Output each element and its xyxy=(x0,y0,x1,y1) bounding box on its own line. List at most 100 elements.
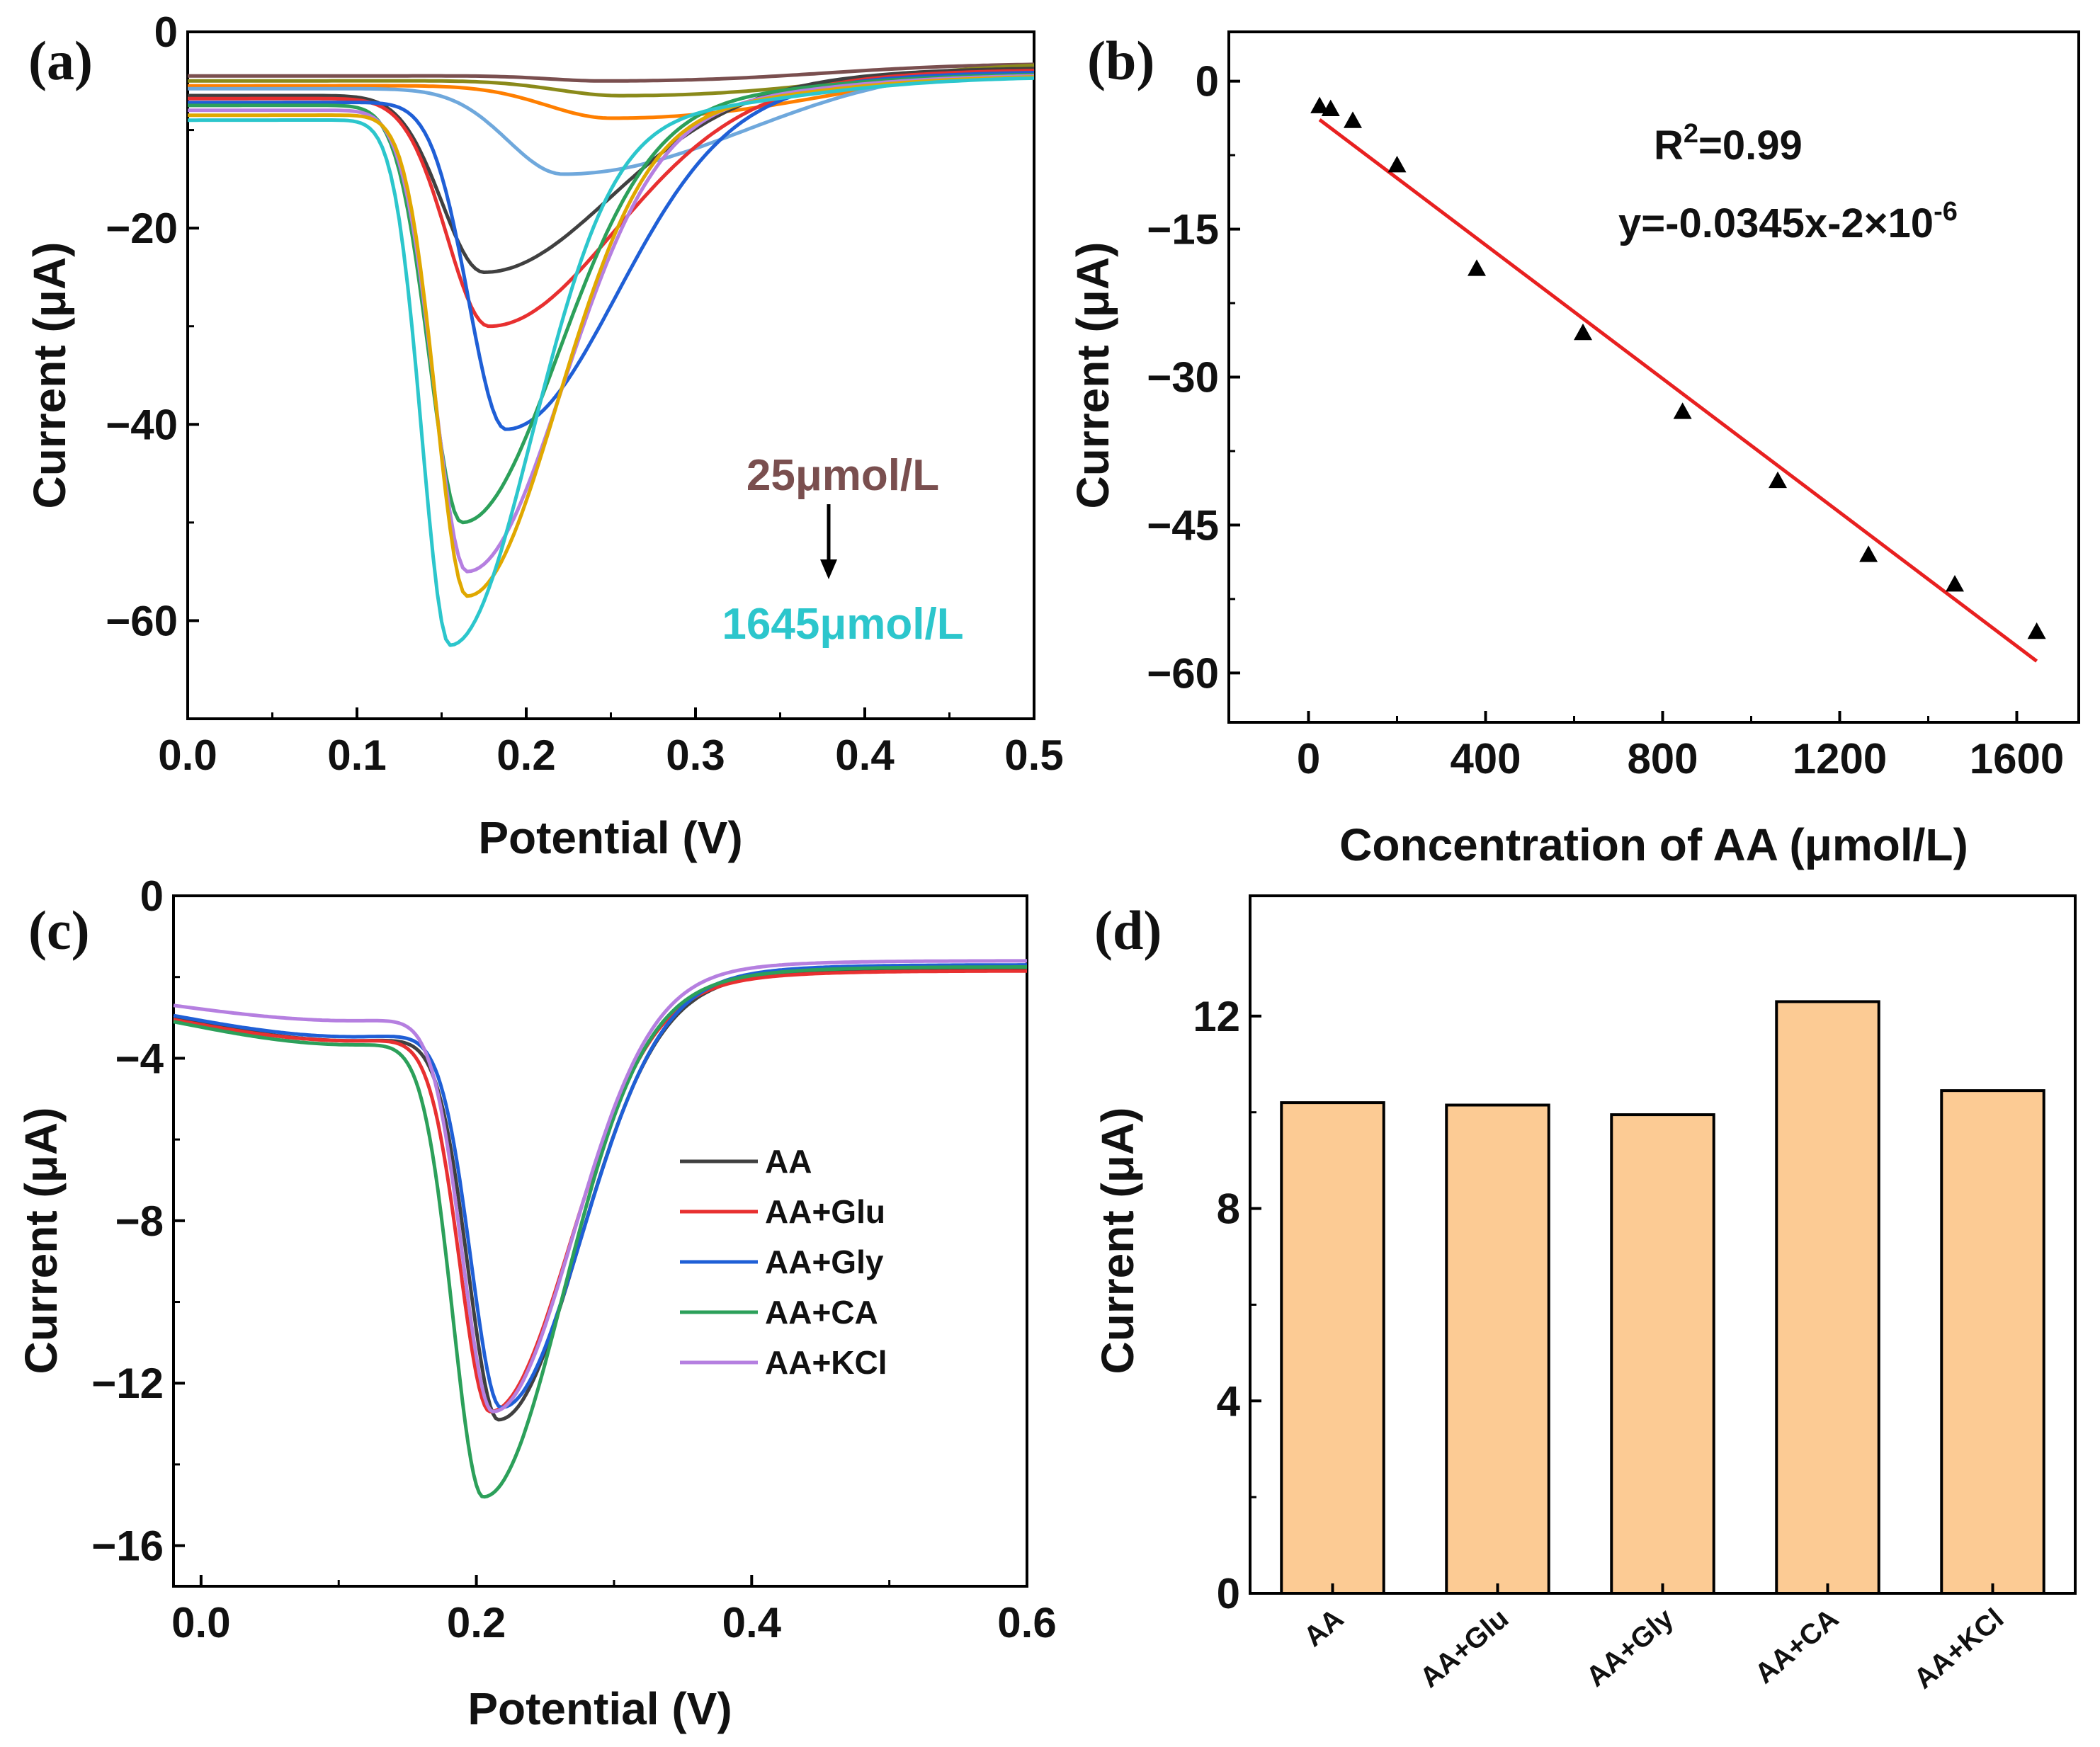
series-line-AA+Glu xyxy=(173,969,1027,1413)
panel-c-frame xyxy=(172,894,1028,1588)
panel-d-xtick-label: AA+KCl xyxy=(1908,1603,2009,1695)
data-point xyxy=(1310,96,1329,113)
panel-c: (c) 0.0 0.2 0.4 0.6 0 −4 −8 −12 −16 AA AA+Glu AA+G… xyxy=(16,872,1057,1734)
panel-c-ytick-label: −4 xyxy=(115,1035,164,1082)
legend-label: AA+KCl xyxy=(765,1344,887,1381)
bar-AA+KCl xyxy=(1940,1089,2045,1595)
panel-b-ytick-label: −15 xyxy=(1147,206,1219,254)
bar-AA+Glu xyxy=(1445,1103,1550,1595)
panel-a-ytick-label: −40 xyxy=(106,401,178,448)
panel-c-xtick-label: 0.4 xyxy=(722,1599,782,1646)
series-line-s6 xyxy=(188,69,1035,329)
bar-AA xyxy=(1280,1101,1385,1595)
fit-line xyxy=(1318,118,2038,663)
data-point xyxy=(1387,156,1407,173)
series-line-AA+Gly xyxy=(173,963,1027,1410)
legend-label: AA+Gly xyxy=(765,1244,884,1280)
series-line-AA+CA xyxy=(173,965,1027,1499)
bar-AA+Gly xyxy=(1610,1113,1715,1595)
panel-a: (a) 0.0 0.1 0.2 0.3 0.4 0.5 0 −20 −40 −60 Potenti… xyxy=(24,8,1064,863)
legend-label: AA+Glu xyxy=(765,1193,885,1230)
data-point xyxy=(1344,111,1362,128)
panel-b-xtick-label: 1600 xyxy=(1970,735,2064,783)
data-point xyxy=(1859,545,1878,562)
panel-c-lines xyxy=(173,959,1027,1499)
panel-d-ytick-label: 12 xyxy=(1193,993,1240,1040)
panel-a-lines xyxy=(188,62,1035,647)
panel-c-xlabel: Potential (V) xyxy=(467,1683,732,1734)
panel-d: (d) 0 4 8 12 AA AA+Glu AA+Gly AA+CA AA+KCl Curr… xyxy=(1092,894,2077,1695)
annotation-start: 25μmol/L xyxy=(747,451,939,500)
panel-a-xtick-label: 0.1 xyxy=(327,732,386,779)
legend-label: AA+CA xyxy=(765,1294,878,1331)
panel-b-xtick-label: 1200 xyxy=(1793,735,1887,783)
panel-a-xtick-label: 0.2 xyxy=(496,732,555,779)
data-point xyxy=(1574,323,1592,341)
panel-d-tag: (d) xyxy=(1094,899,1162,961)
panel-a-ytick-label: −60 xyxy=(106,597,178,644)
series-line-25μmol/L xyxy=(188,62,1035,83)
panel-c-ticks: 0.0 0.2 0.4 0.6 0 −4 −8 −12 −16 xyxy=(91,872,1056,1646)
panel-b-ytick-label: −30 xyxy=(1147,354,1219,402)
panel-d-xtick-label: AA+Gly xyxy=(1580,1603,1679,1693)
panel-a-xtick-label: 0.3 xyxy=(666,732,725,779)
panel-c-legend: AA AA+Glu AA+Gly AA+CA AA+KCl xyxy=(680,1143,887,1381)
panel-c-ytick-label: −16 xyxy=(91,1523,164,1570)
panel-d-ytick-label: 4 xyxy=(1217,1377,1241,1425)
panel-a-tag: (a) xyxy=(28,30,93,91)
panel-d-ylabel: Current (μA) xyxy=(1092,1108,1143,1375)
panel-b-ticks: 0 400 800 1200 1600 0 −15 −30 −45 −60 xyxy=(1147,58,2064,783)
panel-d-xtick-label: AA xyxy=(1298,1603,1350,1653)
panel-b-xtick-label: 0 xyxy=(1297,735,1320,783)
fit-equation-text: y=-0.0345x-2×10-6 xyxy=(1618,197,1958,246)
panel-b: (b) 0 400 800 1200 1600 0 −15 −30 −45 −60 R2=0.99… xyxy=(1067,30,2080,870)
annotation-end: 1645μmol/L xyxy=(722,600,963,649)
r-squared-text: R2=0.99 xyxy=(1654,119,1803,169)
series-line-AA+KCl xyxy=(173,959,1027,1413)
series-line-s10 xyxy=(188,75,1035,598)
panel-d-xtick-label: AA+Glu xyxy=(1414,1603,1515,1694)
panel-a-ytick-label: 0 xyxy=(154,8,178,56)
panel-c-ytick-label: 0 xyxy=(140,872,164,920)
panel-a-ticks: 0.0 0.1 0.2 0.3 0.4 0.5 0 −20 −40 −60 xyxy=(106,8,1063,779)
panel-c-xtick-label: 0.2 xyxy=(447,1599,506,1646)
panel-a-xtick-label: 0.4 xyxy=(835,732,895,779)
panel-d-ytick-label: 8 xyxy=(1217,1185,1240,1233)
panel-b-xtick-label: 800 xyxy=(1627,735,1698,783)
data-point xyxy=(1673,402,1692,419)
series-line-AA xyxy=(173,967,1027,1422)
annotation-arrow-head xyxy=(820,559,837,579)
panel-d-ticks: 0 4 8 12 xyxy=(1193,993,1261,1617)
panel-b-tag: (b) xyxy=(1087,30,1154,91)
panel-c-ytick-label: −8 xyxy=(115,1197,164,1245)
series-line-1645μmol/L xyxy=(188,76,1035,647)
panel-b-xlabel: Concentration of AA (μmol/L) xyxy=(1339,819,1968,870)
panel-c-ytick-label: −12 xyxy=(91,1360,164,1407)
panel-c-ylabel: Current (μA) xyxy=(16,1108,67,1375)
panel-c-xtick-label: 0.6 xyxy=(997,1599,1056,1646)
panel-a-xtick-label: 0.0 xyxy=(158,732,217,779)
panel-d-bars: AA AA+Glu AA+Gly AA+CA AA+KCl xyxy=(1280,1000,2045,1695)
panel-c-tag: (c) xyxy=(28,899,90,961)
panel-c-xtick-label: 0.0 xyxy=(171,1599,230,1646)
panel-a-ylabel: Current (μA) xyxy=(24,242,75,509)
panel-a-ytick-label: −20 xyxy=(106,205,178,252)
panel-b-ytick-label: 0 xyxy=(1196,58,1219,106)
data-point xyxy=(1946,575,1964,592)
panel-a-xtick-label: 0.5 xyxy=(1004,732,1063,779)
panel-b-ytick-label: −45 xyxy=(1147,501,1219,549)
panel-a-xlabel: Potential (V) xyxy=(478,812,742,863)
series-line-s5 xyxy=(188,67,1035,274)
data-point xyxy=(1769,471,1787,489)
panel-b-ylabel: Current (μA) xyxy=(1067,242,1118,509)
panel-b-xtick-label: 400 xyxy=(1450,735,1521,783)
panel-d-ytick-label: 0 xyxy=(1217,1570,1240,1617)
data-point xyxy=(2027,622,2046,639)
panel-d-xtick-label: AA+CA xyxy=(1749,1603,1845,1690)
panel-b-points xyxy=(1310,96,2046,639)
data-point xyxy=(1321,99,1340,117)
legend-label: AA xyxy=(765,1143,812,1180)
series-line-s8 xyxy=(188,72,1035,525)
bar-AA+CA xyxy=(1775,1000,1880,1595)
